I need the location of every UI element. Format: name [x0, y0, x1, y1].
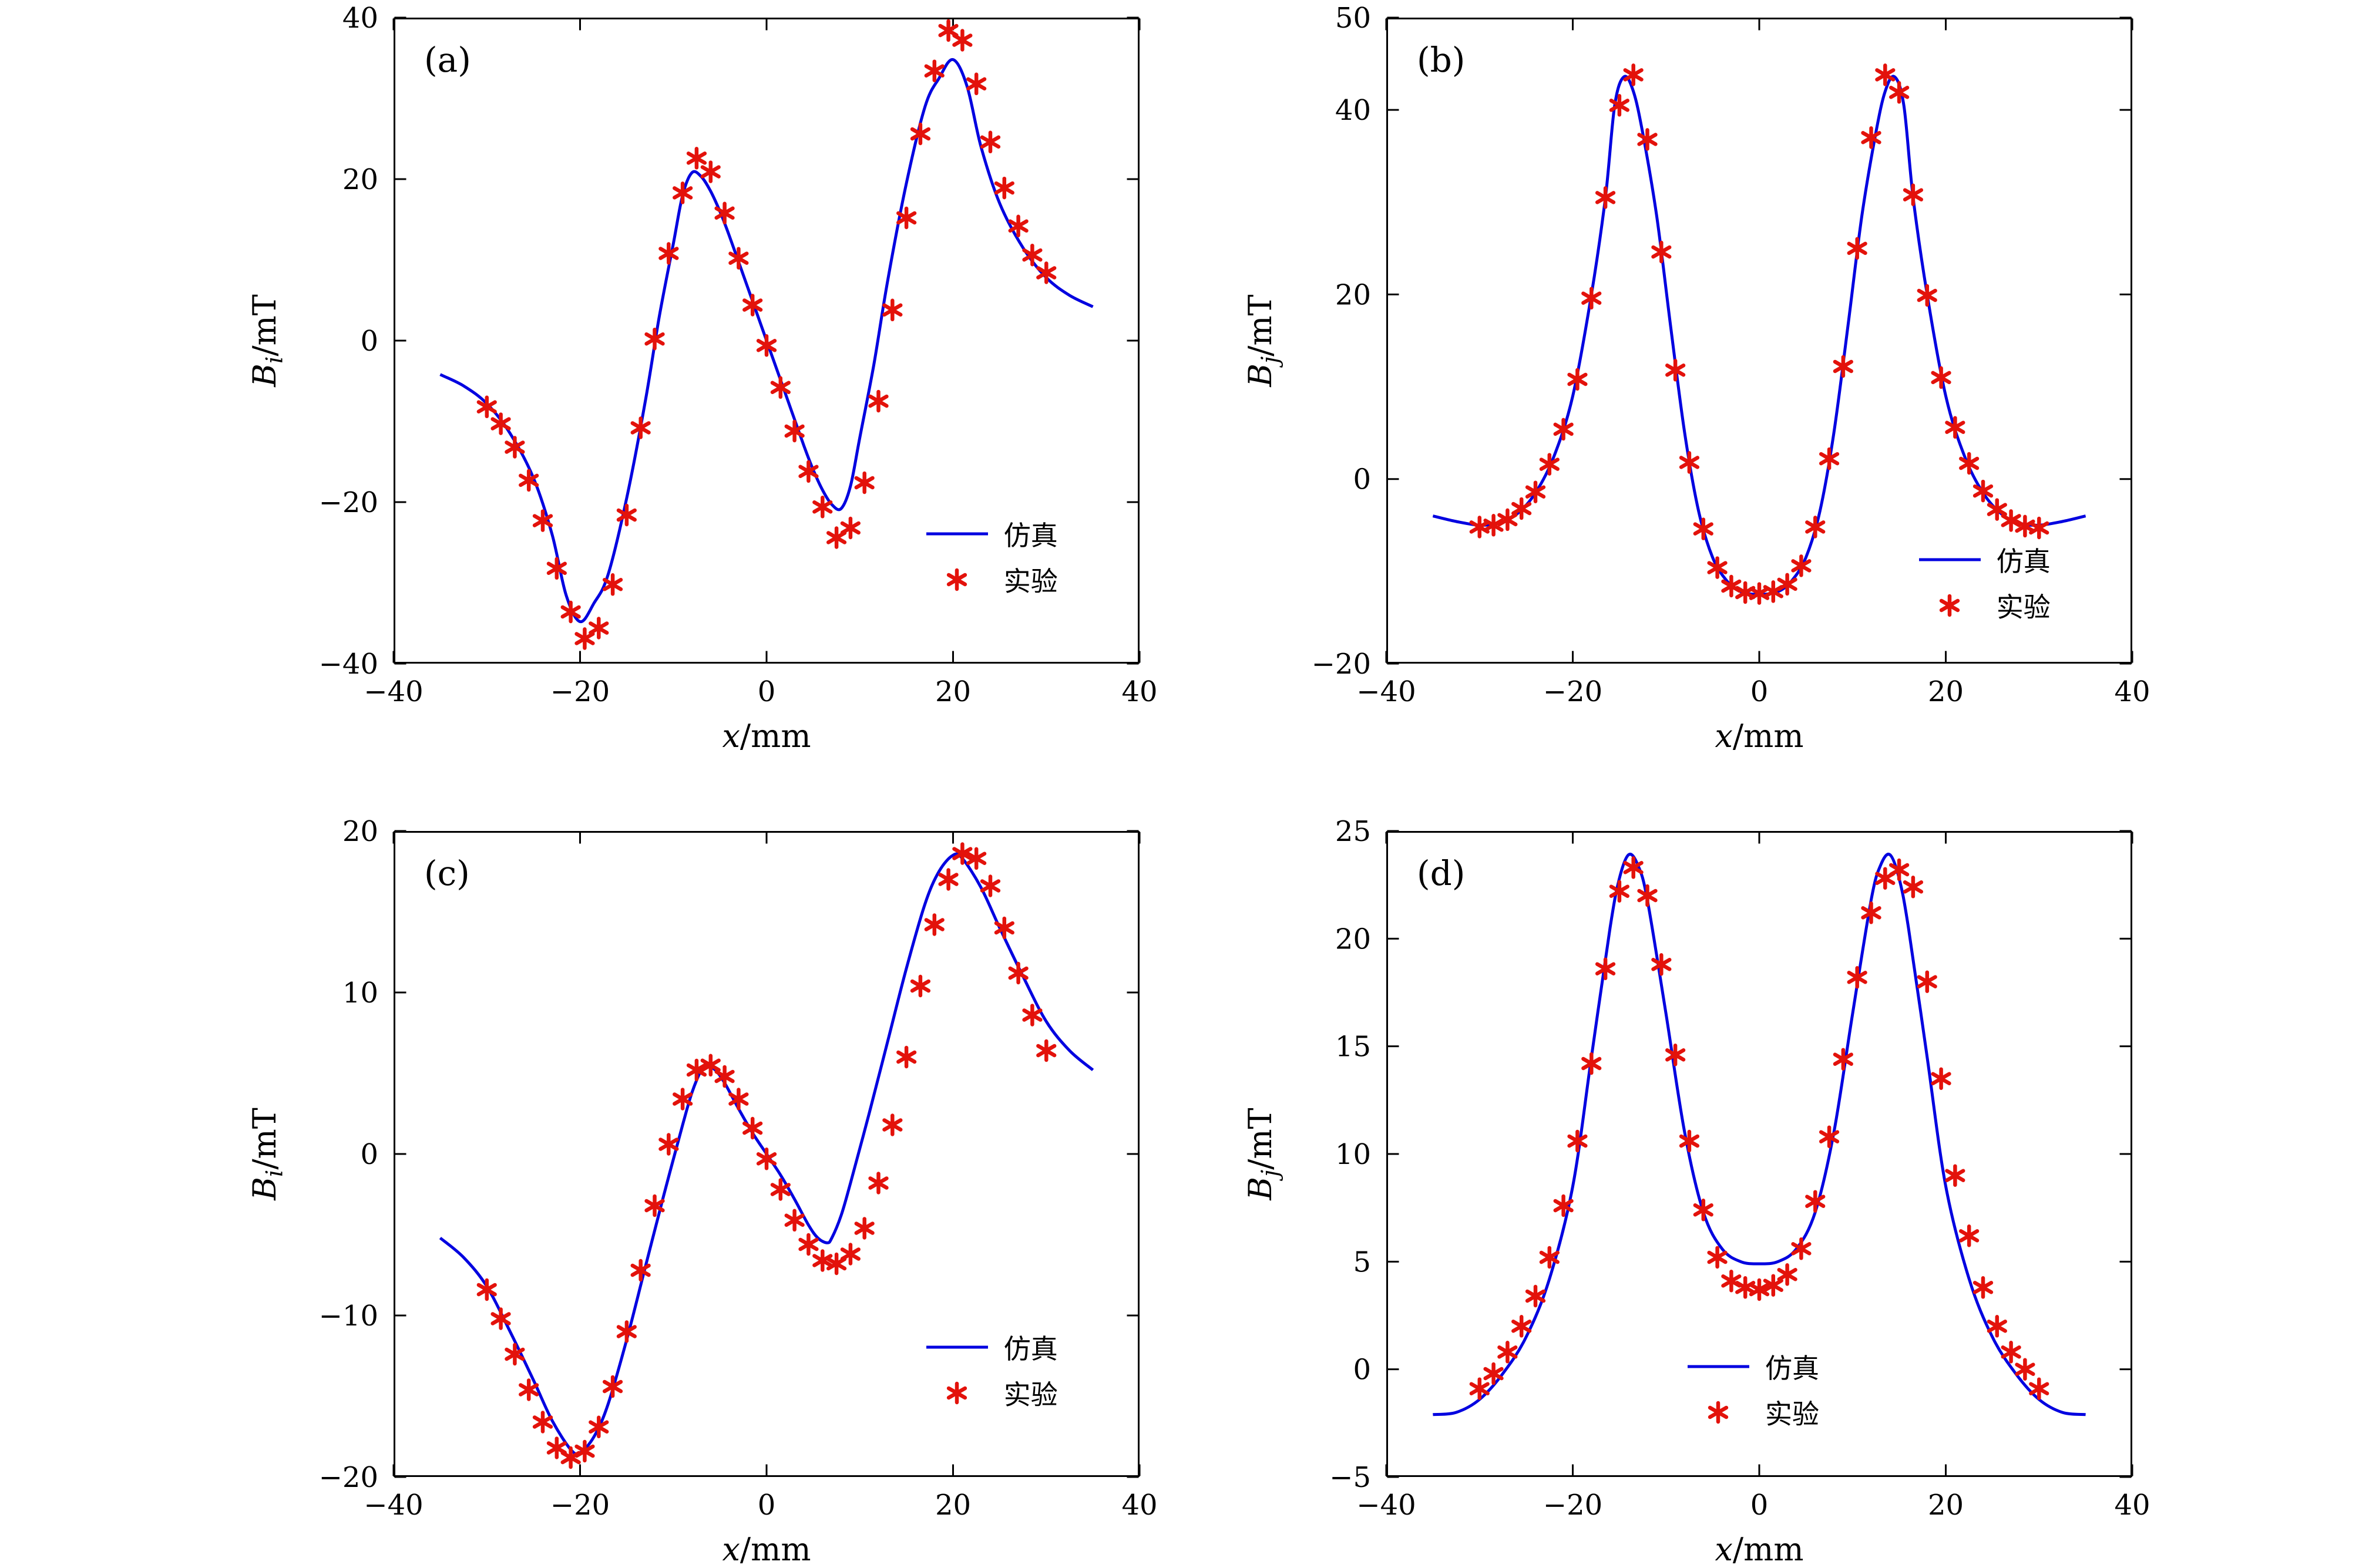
svg-text:0: 0 [1353, 1354, 1371, 1387]
experiment-markers [476, 19, 1057, 650]
svg-text:−20: −20 [550, 675, 610, 708]
experiment-markers [1469, 856, 2049, 1400]
svg-text:−40: −40 [364, 1489, 423, 1522]
svg-text:20: 20 [935, 1489, 971, 1522]
svg-text:0: 0 [360, 325, 378, 358]
svg-text:−5: −5 [1329, 1461, 1371, 1494]
axes-frame: −40 −20 0 20 40 −5 0 5 10 15 20 25 [1329, 815, 2150, 1522]
svg-text:0: 0 [1353, 463, 1371, 496]
svg-text:0: 0 [1750, 1489, 1769, 1522]
svg-text:40: 40 [1335, 94, 1371, 127]
svg-text:−40: −40 [319, 648, 378, 681]
svg-text:40: 40 [342, 2, 378, 35]
legend-item-experiment: 实验 [923, 1374, 1058, 1412]
panel-letter-a: (a) [424, 40, 471, 80]
svg-text:−40: −40 [1356, 675, 1416, 708]
panel-c-plot: −40 −20 0 20 40 −20 −10 0 10 20 (c) 仿真 实验 [319, 815, 1158, 1522]
svg-text:−20: −20 [319, 1461, 378, 1494]
simulation-line [1432, 75, 2086, 596]
panel-a-canvas: −40 −20 0 20 40 −40 −20 0 20 40 [319, 2, 1158, 708]
legend-label-experiment: 实验 [1003, 566, 1058, 597]
panel-d-canvas: −40 −20 0 20 40 −5 0 5 10 15 20 25 [1329, 815, 2150, 1522]
svg-text:−40: −40 [1356, 1489, 1416, 1522]
legend-item-simulation: 仿真 [923, 515, 1058, 553]
svg-text:40: 40 [1121, 675, 1157, 708]
svg-text:10: 10 [342, 977, 378, 1010]
svg-text:20: 20 [1928, 675, 1964, 708]
legend-line-sample [1916, 544, 1984, 575]
legend-label-experiment: 实验 [1765, 1398, 1819, 1430]
legend: 仿真 实验 [923, 515, 1058, 598]
legend-line-sample [923, 519, 991, 549]
y-axis-label-a: Bi/mT [246, 294, 288, 387]
legend-marker-sample [1916, 590, 1984, 621]
svg-text:25: 25 [1335, 815, 1371, 848]
legend-label-simulation: 仿真 [1996, 546, 2051, 577]
x-axis-label-c: x/mm [722, 1531, 811, 1568]
legend: 仿真 实验 [1685, 1348, 1819, 1431]
legend-item-experiment: 实验 [1685, 1394, 1819, 1431]
svg-text:−20: −20 [1312, 648, 1371, 681]
axes-frame: −40 −20 0 20 40 −40 −20 0 20 40 [319, 2, 1158, 708]
svg-text:40: 40 [1121, 1489, 1157, 1522]
legend-item-simulation: 仿真 [1916, 541, 2051, 578]
svg-text:20: 20 [1928, 1489, 1964, 1522]
y-axis-label-d: Bj/mT [1242, 1108, 1284, 1200]
legend-label-simulation: 仿真 [1003, 520, 1058, 551]
svg-text:20: 20 [342, 163, 378, 196]
svg-text:40: 40 [2114, 1489, 2150, 1522]
panel-letter-d: (d) [1417, 853, 1466, 893]
svg-text:50: 50 [1335, 2, 1371, 35]
svg-text:20: 20 [342, 815, 378, 848]
legend-marker-sample [923, 564, 991, 595]
panel-letter-c: (c) [424, 853, 470, 893]
legend-line-sample [923, 1332, 991, 1362]
legend-item-experiment: 实验 [923, 561, 1058, 598]
svg-text:−20: −20 [319, 486, 378, 519]
y-axis-label-b: Bj/mT [1242, 294, 1284, 387]
y-axis-label-c: Bi/mT [246, 1108, 288, 1200]
legend-marker-sample [1685, 1397, 1752, 1428]
panel-d-plot: −40 −20 0 20 40 −5 0 5 10 15 20 25 (d) 仿真 实验 [1329, 815, 2150, 1522]
legend-item-simulation: 仿真 [923, 1328, 1058, 1366]
svg-text:20: 20 [1335, 923, 1371, 955]
legend-label-experiment: 实验 [1996, 591, 2051, 623]
legend-label-simulation: 仿真 [1765, 1352, 1819, 1384]
svg-text:40: 40 [2114, 675, 2150, 708]
svg-text:20: 20 [935, 675, 971, 708]
svg-text:−40: −40 [364, 675, 423, 708]
svg-text:0: 0 [758, 1489, 776, 1522]
legend-label-experiment: 实验 [1003, 1379, 1058, 1411]
legend-marker-sample [923, 1378, 991, 1408]
svg-text:20: 20 [1335, 278, 1371, 311]
svg-text:5: 5 [1353, 1246, 1371, 1278]
legend-item-experiment: 实验 [1916, 587, 2051, 624]
legend: 仿真 实验 [923, 1328, 1058, 1412]
svg-text:10: 10 [1335, 1138, 1371, 1171]
legend-line-sample [1685, 1351, 1752, 1382]
panel-a-plot: −40 −20 0 20 40 −40 −20 0 20 40 (a) 仿真 实验 [319, 2, 1158, 708]
x-axis-label-d: x/mm [1715, 1531, 1804, 1568]
svg-text:−20: −20 [1543, 675, 1602, 708]
svg-text:0: 0 [1750, 675, 1769, 708]
x-axis-label-a: x/mm [722, 718, 811, 755]
svg-text:−20: −20 [1543, 1489, 1602, 1522]
svg-text:−10: −10 [319, 1300, 378, 1333]
legend: 仿真 实验 [1916, 541, 2051, 624]
legend-item-simulation: 仿真 [1685, 1348, 1819, 1385]
experiment-markers [476, 842, 1057, 1469]
svg-text:−20: −20 [550, 1489, 610, 1522]
svg-text:0: 0 [758, 675, 776, 708]
panel-b-plot: −40 −20 0 20 40 −20 0 20 40 50 (b) 仿真 实验 [1312, 2, 2150, 708]
x-axis-label-b: x/mm [1715, 718, 1804, 755]
svg-text:15: 15 [1335, 1031, 1371, 1064]
legend-label-simulation: 仿真 [1003, 1333, 1058, 1365]
svg-text:0: 0 [360, 1138, 378, 1171]
experiment-markers [1469, 63, 2049, 605]
panel-letter-b: (b) [1417, 40, 1466, 80]
